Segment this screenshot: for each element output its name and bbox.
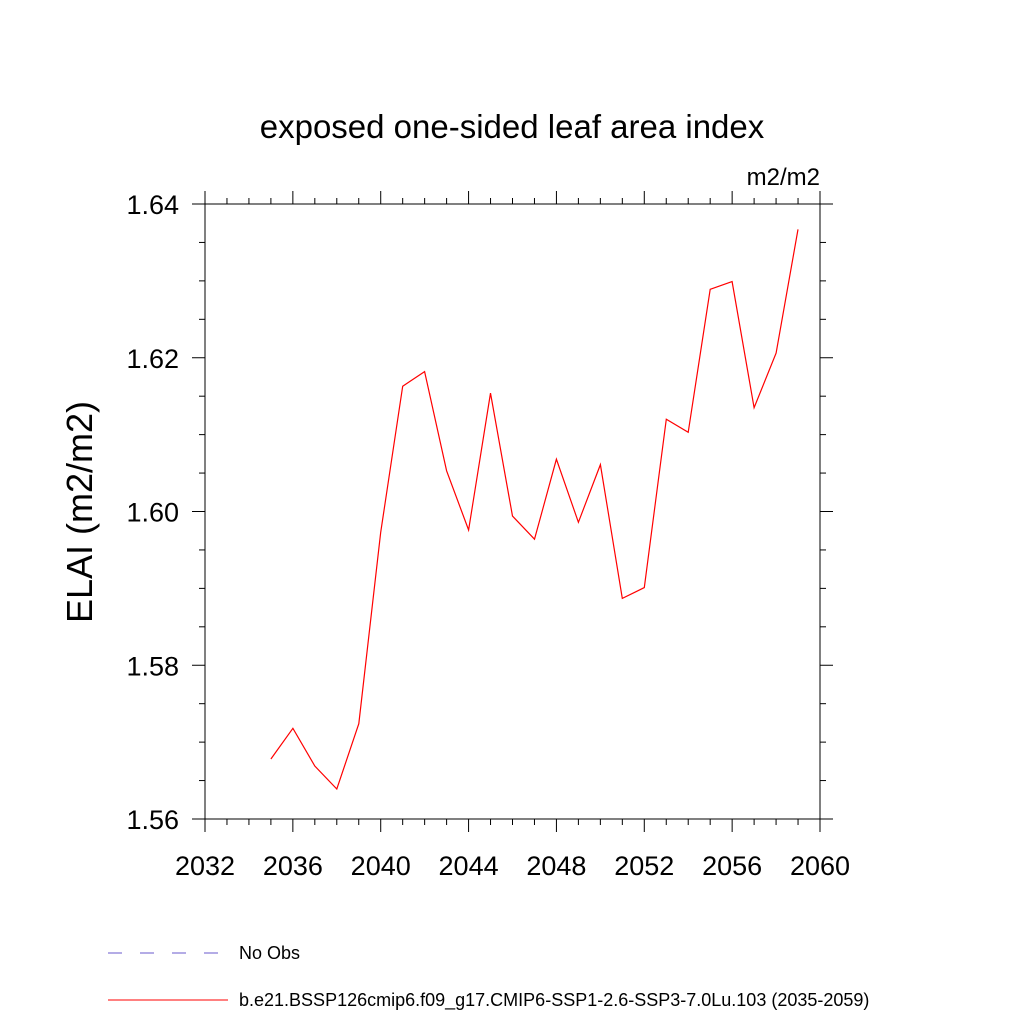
x-tick-label: 2040 (351, 851, 411, 881)
y-tick-label: 1.64 (126, 190, 179, 220)
x-tick-label: 2036 (263, 851, 323, 881)
legend: No Obs b.e21.BSSP126cmip6.f09_g17.CMIP6-S… (108, 943, 869, 1011)
x-tick-label: 2032 (175, 851, 235, 881)
series-line (270, 229, 799, 791)
data-series (270, 229, 799, 791)
plot-frame (204, 203, 821, 820)
x-tick-label: 2048 (526, 851, 586, 881)
axis-ticks: 2032 2036 2040 2044 2048 2052 2056 2060 1.56 1.58… (126, 190, 850, 881)
legend-label: b.e21.BSSP126cmip6.f09_g17.CMIP6-SSP1-2.… (239, 990, 869, 1011)
x-tick-label: 2044 (439, 851, 499, 881)
chart-title: exposed one-sided leaf area index (260, 108, 765, 145)
plot-axes (204, 203, 821, 820)
y-axis-label: ELAI (m2/m2) (59, 401, 100, 623)
y-tick-label: 1.62 (126, 344, 179, 374)
y-tick-label: 1.56 (126, 805, 179, 835)
y-tick-label: 1.60 (126, 498, 179, 528)
x-tick-label: 2060 (790, 851, 850, 881)
legend-label: No Obs (239, 943, 300, 963)
x-tick-label: 2052 (614, 851, 674, 881)
x-tick-label: 2056 (702, 851, 762, 881)
y-tick-label: 1.58 (126, 651, 179, 681)
units-label: m2/m2 (747, 164, 820, 191)
